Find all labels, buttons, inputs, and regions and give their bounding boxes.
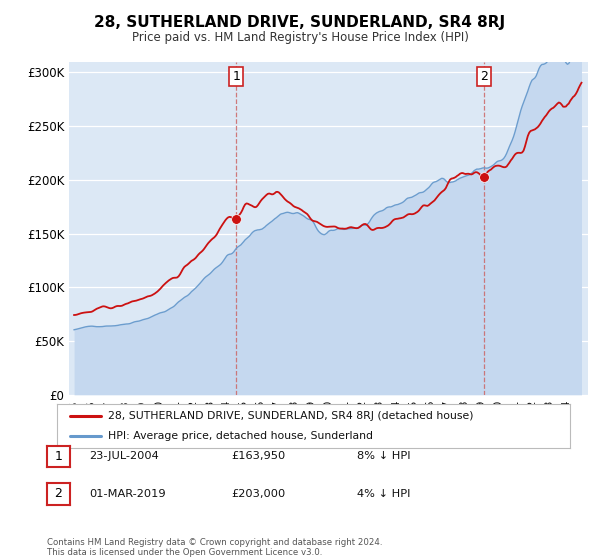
Text: 2: 2: [54, 487, 62, 501]
Text: 8% ↓ HPI: 8% ↓ HPI: [357, 451, 410, 461]
Text: £203,000: £203,000: [231, 489, 285, 499]
Text: 28, SUTHERLAND DRIVE, SUNDERLAND, SR4 8RJ (detached house): 28, SUTHERLAND DRIVE, SUNDERLAND, SR4 8R…: [109, 411, 474, 421]
Text: 01-MAR-2019: 01-MAR-2019: [89, 489, 166, 499]
Text: 2: 2: [480, 70, 488, 83]
Text: 4% ↓ HPI: 4% ↓ HPI: [357, 489, 410, 499]
Text: 1: 1: [232, 70, 240, 83]
Text: Contains HM Land Registry data © Crown copyright and database right 2024.
This d: Contains HM Land Registry data © Crown c…: [47, 538, 382, 557]
Text: 23-JUL-2004: 23-JUL-2004: [89, 451, 158, 461]
Text: Price paid vs. HM Land Registry's House Price Index (HPI): Price paid vs. HM Land Registry's House …: [131, 31, 469, 44]
Text: £163,950: £163,950: [231, 451, 285, 461]
Text: HPI: Average price, detached house, Sunderland: HPI: Average price, detached house, Sund…: [109, 431, 373, 441]
Text: 28, SUTHERLAND DRIVE, SUNDERLAND, SR4 8RJ: 28, SUTHERLAND DRIVE, SUNDERLAND, SR4 8R…: [94, 15, 506, 30]
Text: 1: 1: [54, 450, 62, 463]
